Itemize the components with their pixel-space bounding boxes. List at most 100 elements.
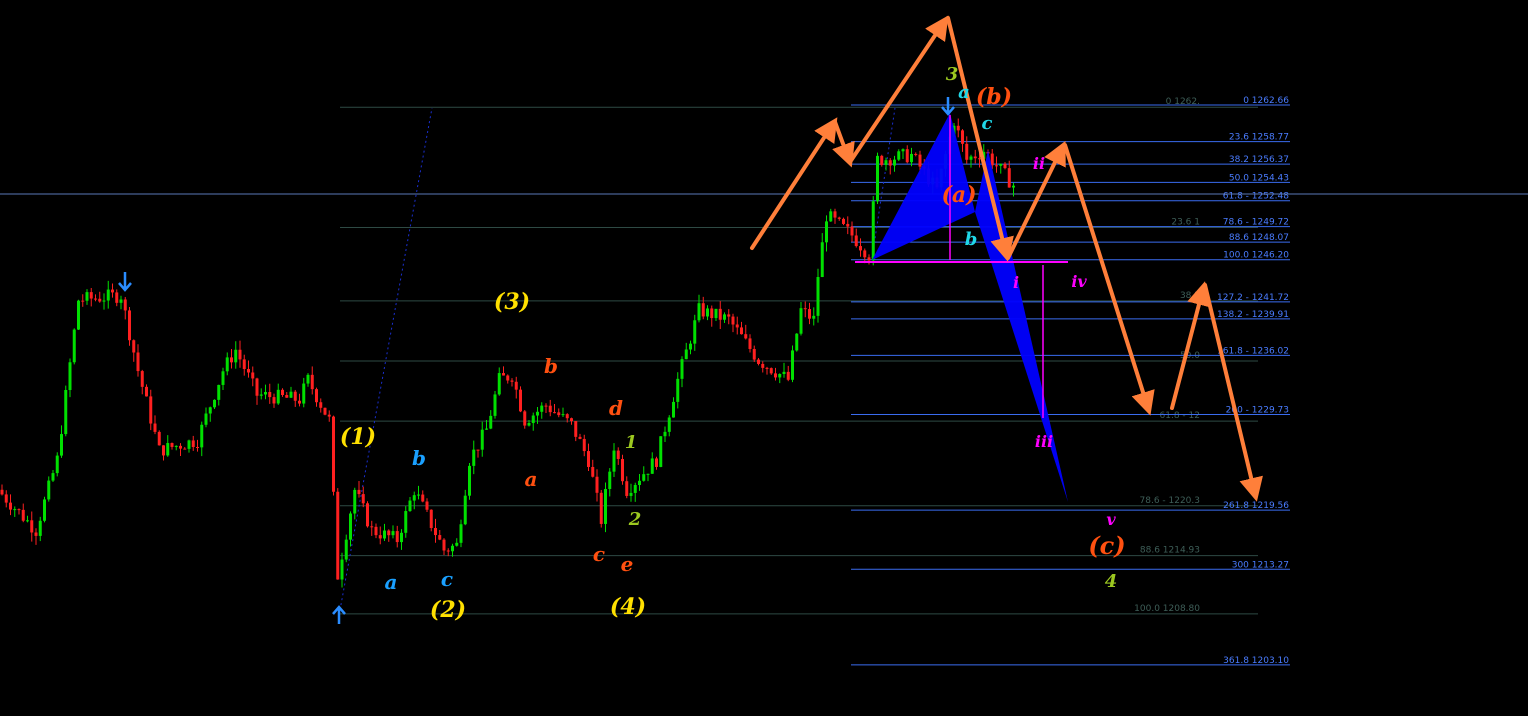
candle-body [234,349,238,363]
candle-body [264,392,267,395]
fib-label: 100.0 1246.20 [1223,251,1289,261]
wave-label-b2: b [544,354,558,378]
candle-body [965,143,969,160]
candle-body [366,503,369,527]
candle-body [761,363,765,368]
candle-body [680,359,684,379]
candle-body [604,489,607,524]
candle-body [574,421,578,437]
candle-body [123,299,127,311]
candle-body [765,367,769,369]
candle-body [837,217,841,219]
candle-body [353,489,357,514]
candle-body [408,500,412,512]
candle-body [170,443,174,447]
wave-label-s2: 2 [628,509,642,530]
candle-body [442,539,446,551]
candle-body [689,343,692,350]
fib-label: 50.0 1254.43 [1229,173,1289,183]
candle-body [842,218,845,224]
candle-body [370,526,374,528]
candle-body [272,397,276,404]
candle-body [281,389,284,396]
candle-body [361,494,365,504]
candle-body [876,155,879,202]
signal-arrows [118,97,955,624]
fib-label: 138.2 - 1239.91 [1217,310,1289,320]
candle-body [179,445,182,449]
candle-body [472,449,476,466]
wave-label-i: i [1013,273,1019,292]
candle-body [221,371,225,385]
candle-body [519,389,522,412]
fib-label: 361.8 1203.10 [1223,656,1289,666]
candle-body [9,502,12,510]
fib-label: 78.6 - 1249.72 [1223,218,1289,228]
candle-body [289,391,293,398]
candle-body [854,235,858,247]
candle-body [132,340,136,353]
candle-body [200,424,204,448]
candle-body [561,414,565,416]
candle-body [956,125,960,131]
candle-body [978,158,981,160]
candle-body [310,374,314,390]
candle-body [625,481,629,496]
candle-body [820,242,824,278]
candle-body [315,389,318,403]
candle-body [748,338,752,349]
candle-body [786,371,790,380]
candle-body [38,520,42,536]
candle-body [531,415,535,424]
candle-body [417,494,420,496]
candle-body [829,211,833,222]
candle-body [565,414,569,419]
candle-body [808,309,811,319]
fib-label: 0 1262.66 [1243,96,1289,106]
wave-label-s1: 1 [625,432,638,453]
candle-body [255,378,259,396]
candle-body [230,357,233,363]
projection-arrows [750,15,1263,502]
candle-body [969,156,973,160]
candle-body [718,308,722,320]
candle-body [115,292,119,303]
candle-body [412,495,416,501]
candle-body [191,440,195,447]
candle-body [395,531,399,543]
fib-levels-left: 0 1262. 23.6 1 38.2 50.0 61.8 - 12 78.6 - 122… [340,97,1258,615]
wave-label-s4: 4 [1105,571,1118,592]
candle-body [697,303,701,321]
candle-body [995,165,998,167]
wave-label-C: (c) [1088,531,1125,560]
candle-body [149,396,153,424]
candle-body [404,511,408,533]
candle-body [961,130,964,144]
candle-body [455,542,459,546]
candle-body [140,371,144,387]
candle-body [327,414,331,417]
candle-body [621,458,624,482]
candle-body [51,473,55,481]
candle-body [642,474,646,481]
candle-body [319,402,323,408]
candle-body [553,412,556,414]
wave-label-a3: a [958,82,970,103]
candle-body [888,160,892,166]
wave-label-v: v [1106,510,1116,529]
candle-body [655,458,658,467]
candle-body [98,298,102,302]
candle-body [973,156,977,159]
dotted-trendline [339,107,433,611]
candle-body [578,436,582,439]
candle-body [259,394,263,396]
wave-label-A: (a) [941,182,976,208]
arrow-down-icon [118,272,132,292]
candle-body [17,509,21,511]
wave-label-s3: 3 [946,64,959,85]
candle-body [863,250,867,258]
candle-body [344,539,348,560]
fib-label: 261.8 1219.56 [1223,501,1289,511]
